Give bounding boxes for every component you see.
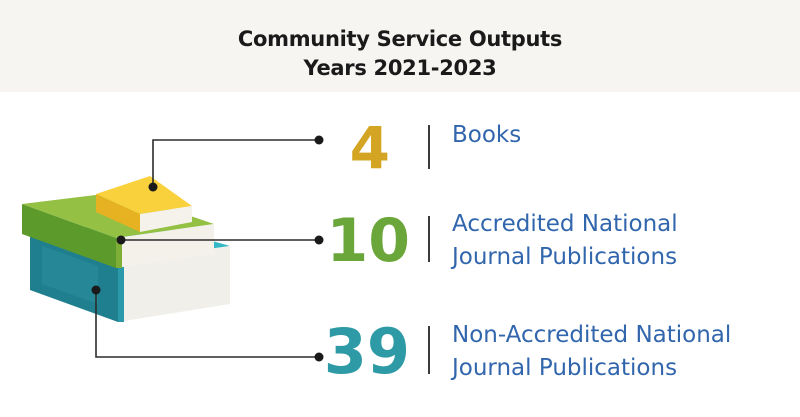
accredited-label-line-1: Accredited National bbox=[452, 211, 678, 237]
accredited-count: 10 bbox=[326, 206, 411, 276]
non-accredited-label-line-1: Non-Accredited National bbox=[452, 322, 732, 348]
non-accredited-label-line-2: Journal Publications bbox=[452, 355, 678, 381]
connector-dots bbox=[91, 135, 324, 362]
separator-1 bbox=[428, 125, 430, 169]
book-stack-illustration bbox=[22, 135, 324, 362]
accredited-label-line-2: Journal Publications bbox=[452, 244, 678, 270]
title-line-2: Years 2021-2023 bbox=[303, 56, 497, 80]
title-banner: Community Service Outputs Years 2021-202… bbox=[0, 0, 800, 92]
connector-lines bbox=[95, 139, 319, 358]
non-accredited-count: 39 bbox=[323, 315, 410, 388]
books-count: 4 bbox=[349, 114, 390, 182]
yellow-book-icon bbox=[96, 176, 192, 232]
separator-3 bbox=[428, 326, 430, 374]
separator-2 bbox=[428, 216, 430, 262]
books-label: Books bbox=[452, 122, 522, 148]
title-line-1: Community Service Outputs bbox=[237, 27, 563, 51]
